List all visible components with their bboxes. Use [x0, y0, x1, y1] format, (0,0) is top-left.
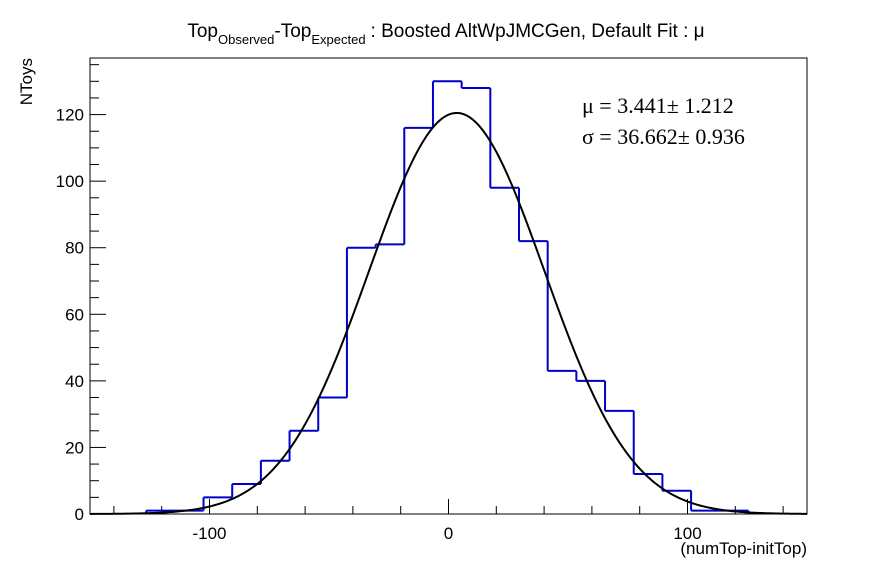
x-tick-label: 100	[673, 524, 701, 543]
title-subscript-expected: Expected	[311, 32, 365, 47]
y-axis-ticks	[90, 64, 106, 515]
histogram-series	[145, 80, 750, 514]
title-top-expected: -Top	[274, 21, 311, 42]
y-tick-label: 0	[75, 505, 84, 524]
y-tick-label: 60	[65, 305, 84, 324]
gaussian-fit-curve	[89, 111, 808, 515]
y-axis-tick-labels: 0 20 40 60 80 100 120	[56, 106, 84, 524]
x-tick-label: -100	[192, 524, 226, 543]
y-tick-label: 120	[56, 106, 84, 125]
y-tick-label: 40	[65, 372, 84, 391]
x-axis-tick-labels: -100 0 100	[192, 524, 701, 543]
title-top-observed: Top	[187, 21, 218, 42]
y-tick-label: 80	[65, 239, 84, 258]
chart-title: TopObserved-TopExpected : Boosted AltWpJM…	[187, 21, 704, 47]
x-axis-ticks	[113, 499, 784, 514]
x-tick-label: 0	[444, 524, 453, 543]
y-tick-label: 20	[65, 438, 84, 457]
title-subscript-observed: Observed	[218, 32, 274, 47]
stats-mean: μ = 3.441± 1.212	[582, 93, 734, 118]
y-axis-label: NToys	[17, 58, 36, 105]
x-axis-label: (numTop-initTop)	[680, 539, 807, 558]
title-rest: : Boosted AltWpJMCGen, Default Fit : μ	[371, 21, 705, 42]
stats-sigma: σ = 36.662± 0.936	[582, 124, 745, 149]
y-tick-label: 100	[56, 172, 84, 191]
